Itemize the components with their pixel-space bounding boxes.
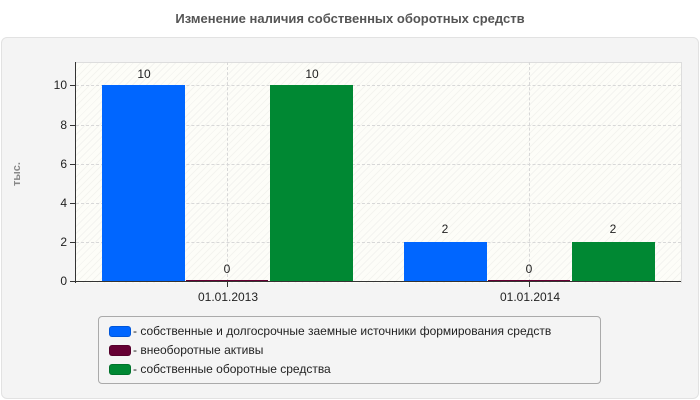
y-tick-label: 0	[60, 274, 67, 288]
y-tick	[70, 85, 76, 86]
bar-value-label: 10	[305, 67, 319, 81]
bar-own-working-capital-2013	[270, 85, 353, 282]
y-tick-label: 6	[60, 157, 67, 171]
gridline-8	[76, 125, 681, 126]
legend-item-own-longterm[interactable]: - собственные и долгосрочные заемные ист…	[109, 323, 551, 339]
legend-item-own-working-capital[interactable]: - собственные оборотные средства	[109, 361, 331, 377]
x-tick-label: 01.01.2013	[197, 290, 259, 304]
legend-item-noncurrent-assets[interactable]: - внеоборотные активы	[109, 342, 263, 358]
bar-own-longterm-2013	[102, 85, 185, 282]
legend-label: - собственные и долгосрочные заемные ист…	[133, 324, 552, 338]
vgridline-2014	[529, 62, 530, 282]
y-axis-label: тыс.	[10, 160, 30, 190]
gridline-10	[76, 85, 681, 86]
y-tick-label: 4	[60, 196, 67, 210]
bar-value-label: 10	[137, 67, 151, 81]
y-tick	[70, 164, 76, 165]
y-tick-label: 10	[53, 78, 67, 92]
bar-own-longterm-2014	[404, 242, 487, 282]
x-axis	[76, 281, 681, 282]
bar-value-label: 2	[609, 222, 617, 236]
gridline-4	[76, 203, 681, 204]
legend-swatch-maroon	[109, 344, 131, 356]
legend-label: - внеоборотные активы	[133, 343, 264, 357]
y-axis-label-text: тыс.	[10, 162, 23, 186]
bar-own-working-capital-2014	[572, 242, 655, 282]
vgridline-2013	[227, 62, 228, 282]
legend-swatch-green	[109, 363, 131, 375]
y-tick	[70, 281, 76, 282]
y-tick-label: 8	[60, 118, 67, 132]
gridline-2	[76, 242, 681, 243]
gridline-6	[76, 164, 681, 165]
bar-value-label: 2	[441, 222, 449, 236]
x-tick	[529, 282, 530, 287]
y-tick	[70, 125, 76, 126]
y-tick-label: 2	[60, 235, 67, 249]
chart-title: Изменение наличия собственных оборотных …	[175, 11, 525, 26]
y-tick	[70, 242, 76, 243]
legend-swatch-blue	[109, 325, 131, 337]
x-tick	[227, 282, 228, 287]
y-tick	[70, 203, 76, 204]
bar-value-label: 0	[223, 262, 231, 276]
y-axis	[75, 62, 76, 283]
legend: - собственные и долгосрочные заемные ист…	[98, 316, 601, 384]
bar-value-label: 0	[525, 262, 533, 276]
legend-label: - собственные оборотные средства	[133, 362, 331, 376]
x-tick-label: 01.01.2014	[499, 290, 561, 304]
